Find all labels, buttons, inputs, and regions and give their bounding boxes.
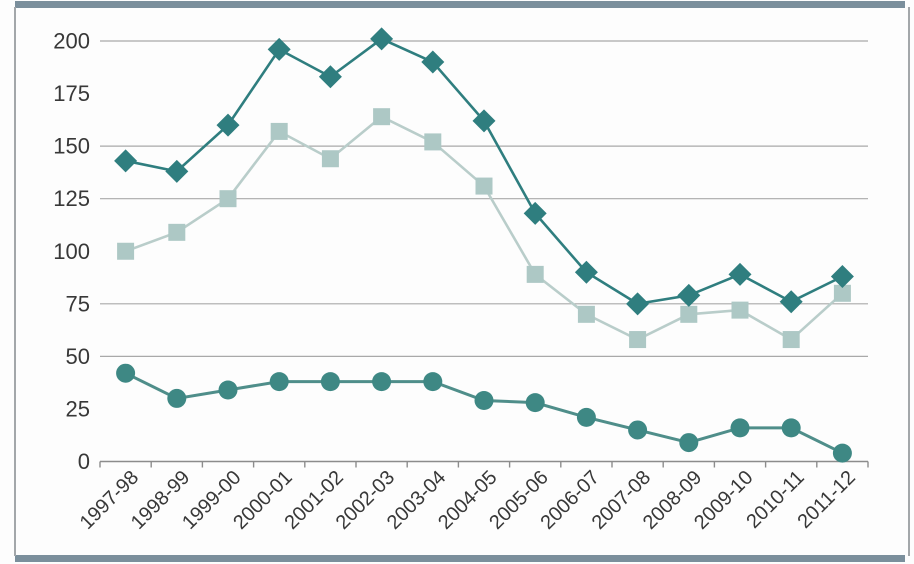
y-tick-label: 150 — [53, 134, 90, 159]
diamond-marker — [472, 109, 496, 133]
y-tick-label: 100 — [53, 239, 90, 264]
square-marker — [373, 108, 391, 126]
y-tick-label: 25 — [66, 396, 90, 421]
diamond-marker — [728, 262, 752, 286]
square-marker — [629, 331, 647, 349]
square-marker — [577, 305, 595, 323]
frame-left-line — [14, 7, 16, 556]
diamond-marker — [114, 149, 138, 173]
square-marker — [526, 265, 544, 283]
square-marker — [219, 190, 237, 208]
circle-marker — [269, 372, 289, 392]
square-marker — [731, 301, 749, 319]
circle-marker — [628, 420, 648, 440]
circle-marker — [372, 372, 392, 392]
diamond-marker — [626, 292, 650, 316]
diamond-marker — [779, 290, 803, 314]
circle-marker — [167, 388, 187, 408]
y-tick-label: 50 — [66, 344, 90, 369]
diamond-marker — [267, 37, 291, 61]
diamond-marker — [677, 283, 701, 307]
square-marker — [168, 223, 186, 241]
circle-marker — [781, 418, 801, 438]
square-marker — [475, 177, 493, 195]
circle-marker — [525, 393, 545, 413]
diamond-marker — [216, 113, 240, 137]
circle-marker — [218, 380, 238, 400]
square-marker — [321, 150, 339, 168]
frame-top-bar — [15, 1, 905, 8]
frame-right-line — [908, 7, 910, 556]
diamond-marker — [523, 201, 547, 225]
diamond-marker — [165, 159, 189, 183]
square-marker — [680, 305, 698, 323]
diamond-marker — [421, 50, 445, 74]
x-tick-label: 2011-12 — [794, 466, 860, 532]
y-tick-label: 75 — [66, 291, 90, 316]
circle-marker — [679, 433, 699, 453]
circle-marker — [116, 363, 136, 383]
square-marker — [782, 331, 800, 349]
circle-marker — [423, 372, 443, 392]
y-tick-label: 175 — [53, 81, 90, 106]
diamond-marker — [830, 264, 854, 288]
dark-diamonds-series-line — [125, 37, 843, 306]
circle-marker — [320, 372, 340, 392]
diamond-marker — [370, 27, 394, 51]
square-marker — [424, 133, 442, 151]
frame-bottom-bar — [15, 555, 905, 562]
y-tick-label: 0 — [78, 449, 90, 474]
circle-marker — [576, 407, 596, 427]
square-marker — [833, 284, 851, 302]
circle-marker — [730, 418, 750, 438]
diamond-marker — [574, 260, 598, 284]
circle-marker — [474, 391, 494, 411]
y-tick-label: 125 — [53, 186, 90, 211]
square-marker — [117, 242, 135, 260]
diamond-marker — [318, 65, 342, 89]
y-tick-label: 200 — [53, 29, 90, 54]
circle-marker — [832, 443, 852, 463]
square-marker — [270, 122, 288, 140]
